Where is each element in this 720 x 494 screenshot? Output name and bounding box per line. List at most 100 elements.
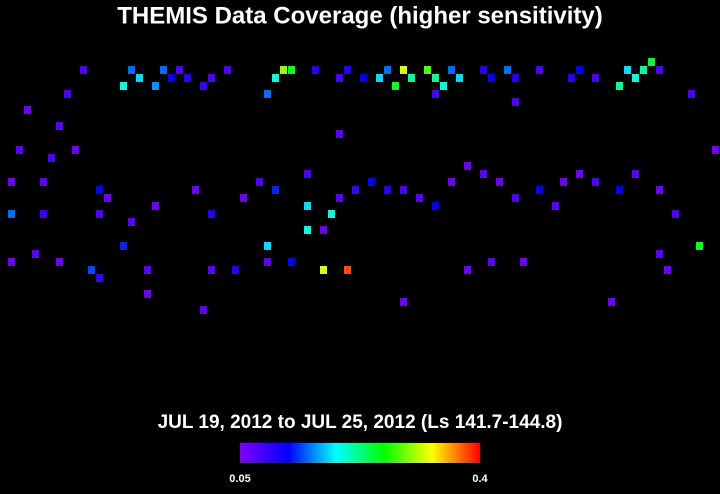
coverage-cell <box>16 146 23 154</box>
coverage-cell <box>208 210 215 218</box>
coverage-cell <box>336 130 343 138</box>
coverage-cell <box>264 258 271 266</box>
coverage-cell <box>672 210 679 218</box>
coverage-cell <box>320 226 327 234</box>
coverage-cell <box>432 90 439 98</box>
coverage-cell <box>96 186 103 194</box>
coverage-cell <box>128 218 135 226</box>
coverage-cell <box>336 194 343 202</box>
coverage-cell <box>480 66 487 74</box>
coverage-cell <box>536 66 543 74</box>
coverage-cell <box>592 74 599 82</box>
coverage-cell <box>448 178 455 186</box>
colorbar-tick-label: 0.05 <box>229 473 250 485</box>
coverage-cell <box>632 170 639 178</box>
coverage-cell <box>400 186 407 194</box>
coverage-cell <box>568 74 575 82</box>
coverage-cell <box>64 90 71 98</box>
coverage-cell <box>512 98 519 106</box>
coverage-cell <box>480 170 487 178</box>
coverage-cell <box>272 186 279 194</box>
coverage-cell <box>464 162 471 170</box>
coverage-cell <box>256 178 263 186</box>
coverage-cell <box>384 66 391 74</box>
coverage-cell <box>96 210 103 218</box>
coverage-cell <box>664 266 671 274</box>
coverage-cell <box>224 66 231 74</box>
coverage-cell <box>344 266 351 274</box>
coverage-cell <box>80 66 87 74</box>
coverage-cell <box>72 146 79 154</box>
coverage-cell <box>312 66 319 74</box>
coverage-cell <box>376 74 383 82</box>
coverage-cell <box>200 306 207 314</box>
coverage-cell <box>32 250 39 258</box>
coverage-cell <box>288 258 295 266</box>
coverage-cell <box>512 194 519 202</box>
coverage-cell <box>288 66 295 74</box>
coverage-cell <box>432 202 439 210</box>
coverage-cell <box>336 74 343 82</box>
coverage-cell <box>104 194 111 202</box>
coverage-cell <box>512 74 519 82</box>
coverage-cell <box>416 194 423 202</box>
colorbar-tick-label: 0.4 <box>472 473 488 485</box>
coverage-cell <box>432 74 439 82</box>
coverage-cell <box>304 202 311 210</box>
coverage-cell <box>96 274 103 282</box>
coverage-cell <box>200 82 207 90</box>
coverage-cell <box>160 66 167 74</box>
coverage-cell <box>392 82 399 90</box>
coverage-cell <box>504 66 511 74</box>
coverage-cell <box>384 186 391 194</box>
coverage-cell <box>232 266 239 274</box>
coverage-cell <box>648 58 655 66</box>
coverage-cell <box>88 266 95 274</box>
coverage-cell <box>152 82 159 90</box>
coverage-cell <box>632 74 639 82</box>
coverage-cell <box>152 202 159 210</box>
coverage-cell <box>8 178 15 186</box>
coverage-cell <box>24 106 31 114</box>
coverage-cell <box>136 74 143 82</box>
coverage-cell <box>368 178 375 186</box>
coverage-cell <box>56 258 63 266</box>
coverage-cell <box>120 242 127 250</box>
coverage-cell <box>448 66 455 74</box>
coverage-cell <box>520 258 527 266</box>
coverage-cell <box>120 82 127 90</box>
coverage-cell <box>696 242 703 250</box>
coverage-cell <box>320 266 327 274</box>
coverage-cell <box>408 74 415 82</box>
coverage-cell <box>688 90 695 98</box>
chart-subtitle: JUL 19, 2012 to JUL 25, 2012 (Ls 141.7-1… <box>158 412 563 433</box>
coverage-cell <box>536 186 543 194</box>
coverage-cell <box>616 186 623 194</box>
coverage-cell <box>168 74 175 82</box>
coverage-cell <box>8 210 15 218</box>
coverage-cell <box>192 186 199 194</box>
coverage-cell <box>48 154 55 162</box>
coverage-cell <box>640 66 647 74</box>
coverage-cell <box>592 178 599 186</box>
coverage-cell <box>400 66 407 74</box>
coverage-cell <box>616 82 623 90</box>
coverage-cell <box>208 74 215 82</box>
coverage-cell <box>576 66 583 74</box>
coverage-cell <box>440 82 447 90</box>
coverage-cell <box>712 146 719 154</box>
coverage-cell <box>656 250 663 258</box>
coverage-cell <box>488 258 495 266</box>
coverage-cell <box>240 194 247 202</box>
coverage-cell <box>144 290 151 298</box>
coverage-cell <box>656 186 663 194</box>
coverage-cell <box>624 66 631 74</box>
coverage-cell <box>272 74 279 82</box>
coverage-cell <box>144 266 151 274</box>
coverage-cell <box>496 178 503 186</box>
coverage-cell <box>608 298 615 306</box>
coverage-cell <box>656 66 663 74</box>
coverage-cell <box>128 66 135 74</box>
